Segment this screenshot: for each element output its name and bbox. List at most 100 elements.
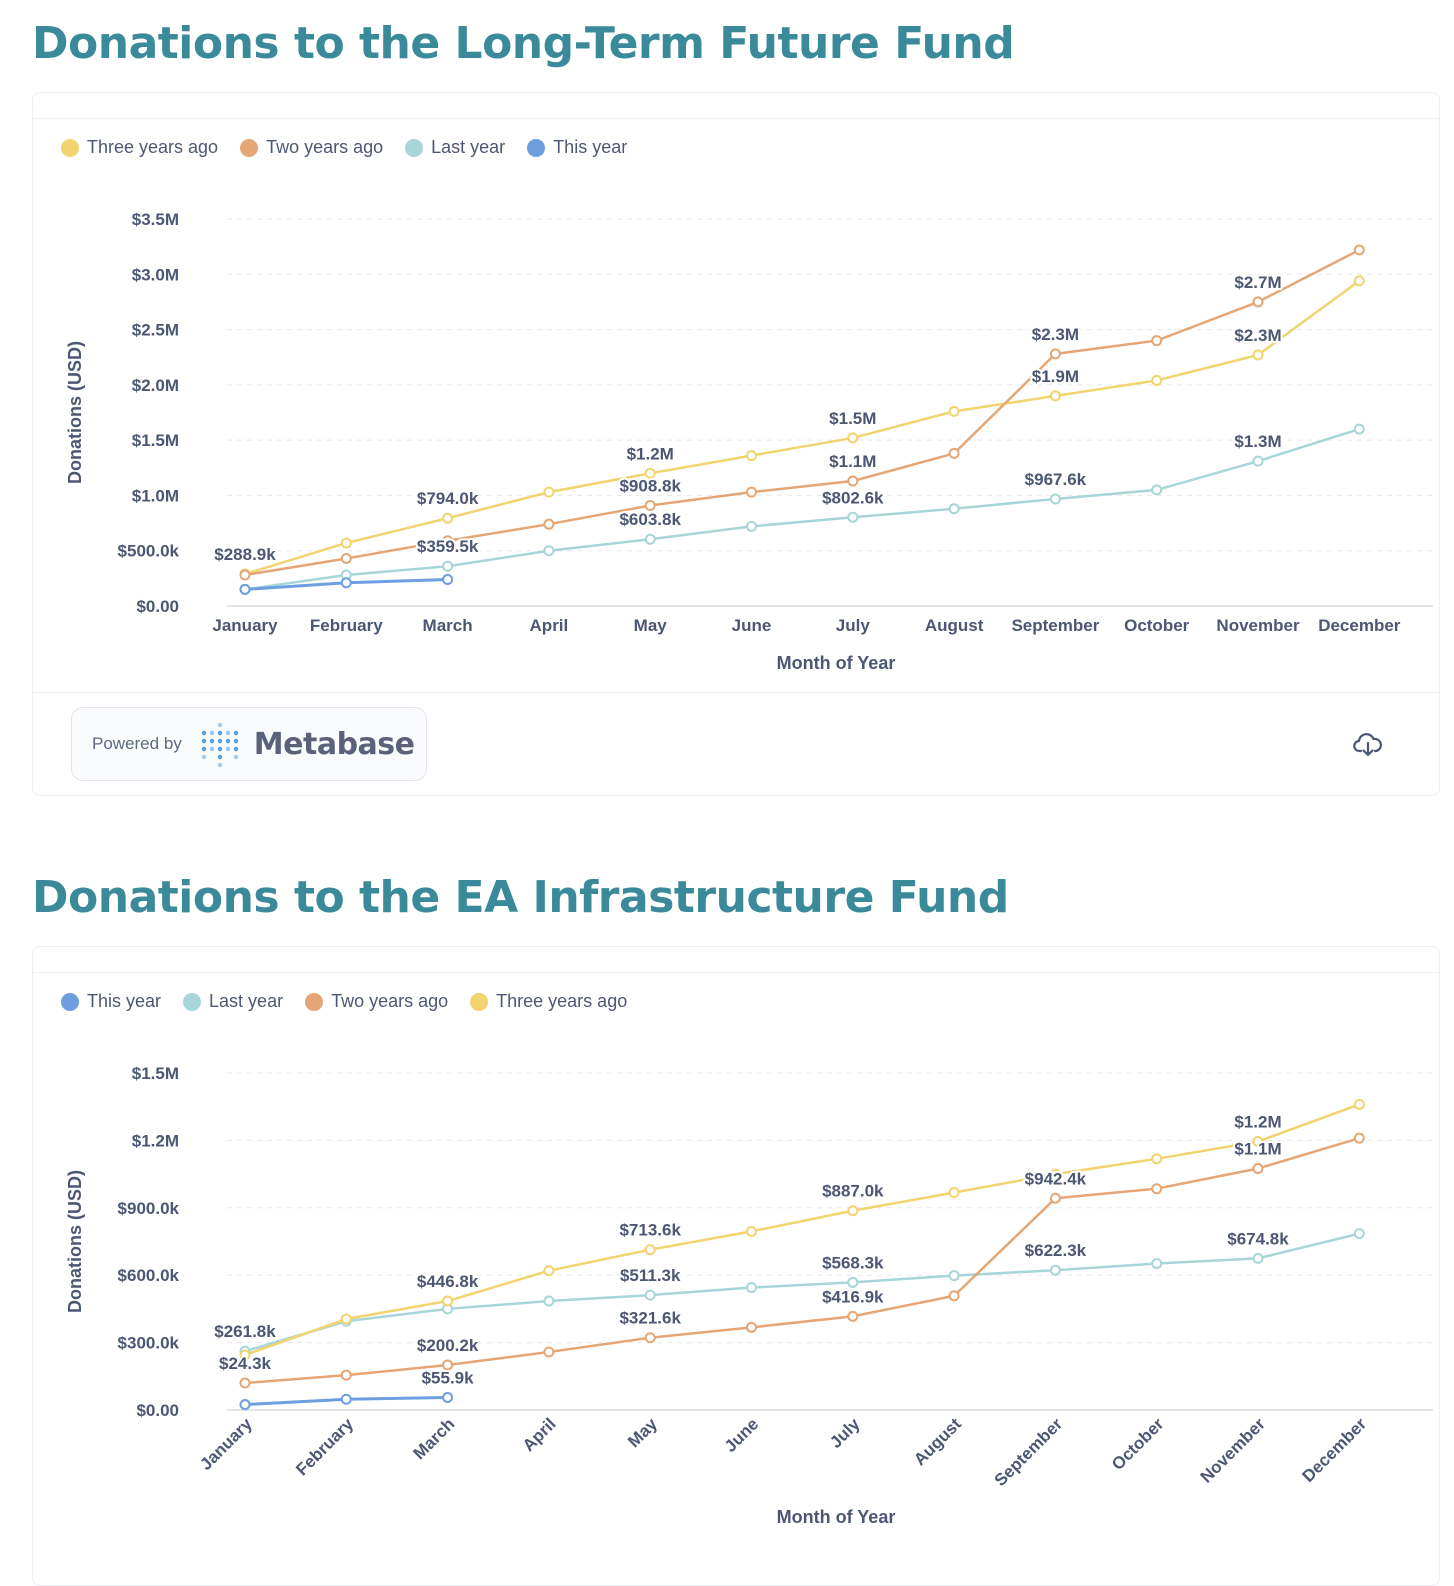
data-point[interactable] (239, 569, 251, 581)
data-point[interactable] (948, 503, 960, 515)
legend-dot (240, 138, 259, 157)
data-point[interactable] (543, 1346, 555, 1358)
data-point[interactable] (847, 1205, 859, 1217)
data-point[interactable] (340, 537, 352, 549)
legend-label: Three years ago (496, 991, 628, 1011)
data-point[interactable] (543, 545, 555, 557)
data-point[interactable] (340, 577, 352, 589)
data-point[interactable] (442, 1295, 454, 1307)
data-point[interactable] (1151, 1258, 1163, 1270)
legend-item-three-years-ago[interactable]: Three years ago (470, 991, 627, 1012)
data-point[interactable] (442, 560, 454, 572)
data-point[interactable] (1049, 348, 1061, 360)
data-point[interactable] (1151, 374, 1163, 386)
data-point[interactable] (1353, 275, 1365, 287)
x-tick-label: January (196, 1414, 256, 1474)
x-tick-label: February (310, 616, 383, 635)
legend-item-this-year[interactable]: This year (61, 991, 161, 1012)
legend-item-this-year[interactable]: This year (527, 137, 627, 158)
data-point[interactable] (1353, 244, 1365, 256)
y-tick-label: $300.0k (118, 1334, 180, 1353)
data-point[interactable] (543, 518, 555, 530)
series-line (244, 1136, 1360, 1385)
data-point[interactable] (239, 1399, 251, 1411)
data-point[interactable] (948, 1270, 960, 1282)
data-point[interactable] (746, 450, 757, 462)
data-point[interactable] (340, 552, 352, 564)
data-point[interactable] (644, 467, 656, 479)
data-point[interactable] (948, 447, 960, 459)
legend-item-two-years-ago[interactable]: Two years ago (305, 991, 448, 1012)
data-point[interactable] (543, 1295, 555, 1307)
data-point[interactable] (948, 1187, 960, 1199)
data-point[interactable] (1353, 423, 1365, 435)
legend-dot (405, 138, 424, 157)
data-point[interactable] (1049, 493, 1061, 505)
data-point[interactable] (746, 486, 757, 498)
data-point[interactable] (847, 511, 859, 523)
y-tick-label: $3.5M (132, 210, 179, 229)
data-point[interactable] (644, 1332, 656, 1344)
data-point[interactable] (1151, 1153, 1163, 1165)
data-point[interactable] (1353, 1132, 1365, 1144)
data-point[interactable] (1252, 349, 1264, 361)
legend-item-two-years-ago[interactable]: Two years ago (240, 137, 383, 158)
data-point[interactable] (1353, 1228, 1365, 1240)
data-point[interactable] (1252, 455, 1264, 467)
data-point[interactable] (442, 512, 454, 524)
data-point[interactable] (1252, 1252, 1264, 1264)
data-point[interactable] (340, 1393, 352, 1405)
data-point[interactable] (1049, 1168, 1061, 1180)
data-point[interactable] (239, 1349, 251, 1361)
data-point[interactable] (340, 1313, 352, 1325)
y-axis-title: Donations (USD) (65, 1170, 85, 1313)
legend: This year Last year Two years ago Three yea… (61, 991, 627, 1012)
data-point[interactable] (847, 475, 859, 487)
data-point[interactable] (239, 583, 251, 595)
data-point[interactable] (644, 500, 656, 512)
data-point[interactable] (948, 1290, 960, 1302)
data-point[interactable] (1252, 296, 1264, 308)
data-point[interactable] (847, 1310, 859, 1322)
data-point[interactable] (847, 1276, 859, 1288)
data-point[interactable] (1353, 1098, 1365, 1110)
data-point[interactable] (1151, 1183, 1163, 1195)
data-point[interactable] (543, 486, 555, 498)
data-point[interactable] (1049, 1264, 1061, 1276)
x-tick-label: February (292, 1414, 357, 1479)
data-point[interactable] (543, 1265, 555, 1277)
data-point[interactable] (746, 1225, 757, 1237)
data-point[interactable] (1049, 1192, 1061, 1204)
data-point[interactable] (442, 1359, 454, 1371)
data-point[interactable] (1049, 390, 1061, 402)
data-point[interactable] (746, 1321, 757, 1333)
data-label: $359.5k (417, 537, 479, 556)
data-point[interactable] (746, 520, 757, 532)
y-tick-label: $1.2M (132, 1131, 179, 1150)
data-point[interactable] (340, 1369, 352, 1381)
data-point[interactable] (948, 405, 960, 417)
data-point[interactable] (1151, 484, 1163, 496)
data-point[interactable] (442, 535, 454, 547)
data-point[interactable] (1252, 1162, 1264, 1174)
data-point[interactable] (746, 1282, 757, 1294)
data-label: $2.7M (1234, 273, 1281, 292)
data-point[interactable] (847, 432, 859, 444)
data-point[interactable] (442, 1391, 454, 1403)
download-cloud-icon[interactable] (1353, 731, 1383, 759)
data-point[interactable] (1151, 335, 1163, 347)
legend-item-last-year[interactable]: Last year (405, 137, 505, 158)
data-point[interactable] (644, 1244, 656, 1256)
legend-item-last-year[interactable]: Last year (183, 991, 283, 1012)
x-tick-label: September (991, 1414, 1067, 1490)
data-point[interactable] (644, 533, 656, 545)
powered-by-badge[interactable]: Powered by Metabase (71, 707, 427, 781)
x-tick-label: January (212, 616, 278, 635)
data-point[interactable] (644, 1289, 656, 1301)
data-point[interactable] (1252, 1136, 1264, 1148)
data-point[interactable] (442, 573, 454, 585)
series-this-year (239, 573, 454, 595)
data-point[interactable] (239, 1377, 251, 1389)
legend-item-three-years-ago[interactable]: Three years ago (61, 137, 218, 158)
data-label: $1.1M (829, 452, 876, 471)
